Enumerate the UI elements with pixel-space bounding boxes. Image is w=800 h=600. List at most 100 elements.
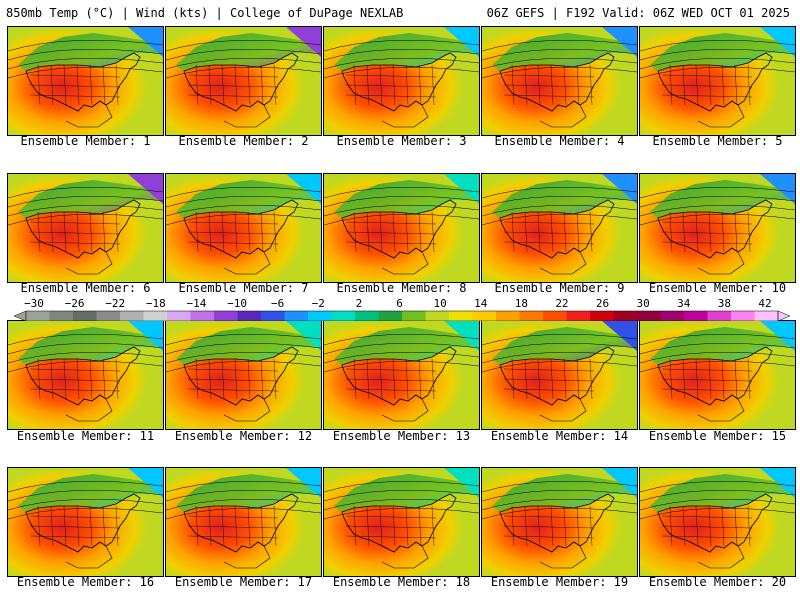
ensemble-map-panel [323, 320, 480, 430]
colorbar-tick-label: −22 [105, 297, 126, 310]
ensemble-map-panel [323, 467, 480, 577]
temperature-map [324, 321, 479, 429]
colorbar-tick-label: −6 [271, 297, 285, 310]
ensemble-map-panel [639, 173, 796, 283]
ensemble-member-caption: Ensemble Member: 2 [178, 134, 309, 148]
ensemble-map-panel [481, 320, 638, 430]
colorbar-segment [73, 311, 97, 321]
colorbar-segment [590, 311, 614, 321]
colorbar-tick-label: 30 [636, 297, 650, 310]
colorbar-tick-label: 22 [555, 297, 569, 310]
ensemble-map-panel [165, 26, 322, 136]
colorbar-high-arrow [777, 310, 790, 321]
colorbar-segment [26, 311, 50, 321]
colorbar-segment [284, 311, 309, 321]
ensemble-map-panel [639, 26, 796, 136]
colorbar-segment [543, 311, 567, 321]
colorbar-segment [190, 311, 215, 321]
colorbar-segment [143, 311, 168, 321]
colorbar-segment [731, 311, 755, 321]
ensemble-map-panel [165, 173, 322, 283]
ensemble-member-caption: Ensemble Member: 17 [174, 575, 313, 589]
ensemble-map-panel [481, 26, 638, 136]
ensemble-member-caption: Ensemble Member: 1 [20, 134, 151, 148]
colorbar-segment [402, 311, 426, 321]
ensemble-map-panel [7, 173, 164, 283]
temperature-map [640, 174, 795, 282]
colorbar-tick-label: −14 [186, 297, 207, 310]
colorbar-segment [261, 311, 285, 321]
colorbar-segment [237, 311, 262, 321]
map-title: 850mb Temp (°C) | Wind (kts) | College o… [6, 6, 404, 20]
colorbar-segment [566, 311, 591, 321]
colorbar-segment [167, 311, 191, 321]
colorbar-tick-label: 26 [595, 297, 610, 310]
colorbar-segment [96, 311, 121, 321]
ensemble-map-panel [481, 467, 638, 577]
colorbar-segment [707, 311, 732, 321]
temperature-map [482, 174, 637, 282]
ensemble-map-panel [481, 173, 638, 283]
colorbar-segment [120, 311, 144, 321]
temperature-map [8, 27, 163, 135]
temperature-map [640, 27, 795, 135]
colorbar-tick-label: −18 [145, 297, 166, 310]
ensemble-member-caption: Ensemble Member: 12 [174, 429, 313, 443]
ensemble-member-caption: Ensemble Member: 19 [490, 575, 629, 589]
ensemble-map-panel [7, 26, 164, 136]
temperature-map [8, 321, 163, 429]
temperature-map [324, 174, 479, 282]
ensemble-member-caption: Ensemble Member: 14 [490, 429, 629, 443]
ensemble-member-caption: Ensemble Member: 6 [20, 281, 151, 295]
colorbar-tick-label: 34 [677, 297, 691, 310]
temperature-map [166, 174, 321, 282]
temperature-map [8, 468, 163, 576]
colorbar-segment [355, 311, 379, 321]
colorbar-segment [684, 311, 708, 321]
colorbar-tick-label: 38 [717, 297, 731, 310]
colorbar-segment [425, 311, 450, 321]
ensemble-member-caption: Ensemble Member: 20 [648, 575, 787, 589]
ensemble-member-caption: Ensemble Member: 7 [178, 281, 309, 295]
ensemble-member-caption: Ensemble Member: 11 [16, 429, 155, 443]
ensemble-member-caption: Ensemble Member: 10 [648, 281, 787, 295]
ensemble-map-panel [7, 467, 164, 577]
temperature-map [166, 27, 321, 135]
ensemble-member-caption: Ensemble Member: 15 [648, 429, 787, 443]
temperature-map [324, 27, 479, 135]
colorbar-segment [637, 311, 661, 321]
colorbar-tick-label: −2 [311, 297, 325, 310]
ensemble-map-panel [165, 467, 322, 577]
colorbar-segment [449, 311, 473, 321]
temperature-map [8, 174, 163, 282]
colorbar-tick-label: −26 [64, 297, 85, 310]
colorbar-tick-label: 10 [433, 297, 447, 310]
temperature-map [166, 321, 321, 429]
ensemble-map-panel [7, 320, 164, 430]
ensemble-member-caption: Ensemble Member: 3 [336, 134, 467, 148]
colorbar-tick-label: −30 [24, 297, 44, 310]
colorbar-tick-label: 42 [758, 297, 772, 310]
temperature-map [482, 468, 637, 576]
ensemble-member-caption: Ensemble Member: 16 [16, 575, 155, 589]
colorbar-tick-label: −10 [227, 297, 247, 310]
ensemble-map-panel [639, 467, 796, 577]
colorbar-segment [613, 311, 638, 321]
temperature-map [482, 27, 637, 135]
ensemble-member-caption: Ensemble Member: 9 [494, 281, 625, 295]
ensemble-map-panel [323, 26, 480, 136]
ensemble-member-caption: Ensemble Member: 18 [332, 575, 471, 589]
colorbar-tick-label: 6 [396, 297, 403, 310]
ensemble-member-caption: Ensemble Member: 13 [332, 429, 471, 443]
colorbar-segment [754, 311, 779, 321]
temperature-map [482, 321, 637, 429]
temperature-map [640, 321, 795, 429]
ensemble-member-caption: Ensemble Member: 4 [494, 134, 625, 148]
colorbar-segment [331, 311, 356, 321]
colorbar-tick-label: 18 [514, 297, 528, 310]
temperature-map [324, 468, 479, 576]
colorbar-tick-label: 14 [474, 297, 488, 310]
ensemble-map-panel [639, 320, 796, 430]
ensemble-map-panel [165, 320, 322, 430]
ensemble-member-caption: Ensemble Member: 5 [652, 134, 783, 148]
